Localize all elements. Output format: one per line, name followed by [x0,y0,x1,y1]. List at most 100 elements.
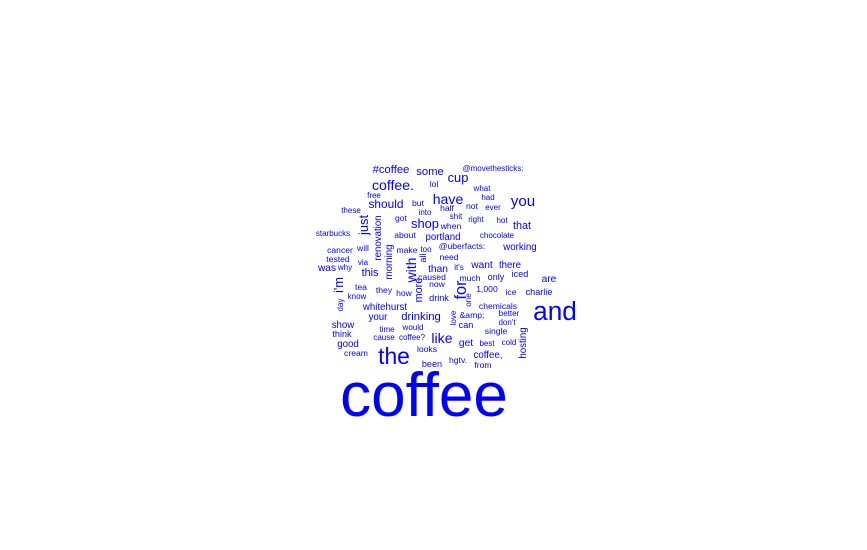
word-78: these [341,206,361,215]
word-25: morning [384,245,395,280]
word-62: cancer [327,245,353,255]
word-73: @movethesticks: [462,164,523,173]
word-17: more [413,278,425,303]
word-22: get [459,338,473,349]
word-38: iced [512,269,529,279]
word-20: than [428,264,448,275]
word-52: not [466,201,479,211]
word-36: charlie [526,287,553,297]
word-44: chemicals [479,301,517,311]
word-85: via [358,258,369,267]
word-51: half [440,203,454,213]
word-5: have [433,191,464,207]
word-55: ice [506,287,517,297]
word-6: with [403,257,419,283]
word-9: cup [448,170,469,185]
word-23: are [542,274,557,285]
word-77: free [367,191,381,200]
word-21: want [470,260,493,271]
word-39: all [418,253,428,262]
word-43: been [422,359,442,369]
word-50: but [412,198,425,208]
word-30: good [337,339,359,350]
word-92: better [499,309,520,318]
word-71: hgtv. [449,355,467,365]
word-49: lol [430,179,439,189]
word-58: how [396,288,413,298]
word-94: would [402,323,424,332]
word-96: cause [373,333,395,342]
word-67: now [429,279,446,289]
word-cloud-words: coffee and the for you have with like coffee. cup… [316,164,577,430]
word-53: need [439,252,458,262]
word-74: what [473,184,492,193]
word-64: got [395,213,408,223]
word-41: think [332,329,352,339]
word-26: renovation [373,215,384,260]
word-13: should [368,197,403,211]
word-24: was [317,263,336,274]
word-82: hot [496,216,508,225]
word-3: for [452,280,470,300]
word-54: much [459,273,480,283]
word-87: it's [454,263,464,272]
word-48: make [396,245,417,255]
word-83: starbucks [316,229,350,238]
word-98: best [479,339,495,348]
word-66: caused [418,272,446,282]
word-47: about [394,230,416,240]
word-16: some [416,166,444,178]
word-63: will [356,243,369,253]
word-59: they [376,285,393,295]
word-88: day [336,299,345,312]
word-10: i'm [331,277,346,293]
word-95: time [379,325,395,334]
word-29: show [332,320,356,331]
word-33: portland [425,232,460,243]
word-46: @uberfacts: [439,241,485,251]
word-84: too [420,245,432,254]
word-97: coffee? [399,333,426,342]
word-12: shop [411,216,439,231]
word-57: &amp; [460,310,485,320]
word-11: just [356,215,371,236]
word-42: drink [429,293,449,303]
word-45: single [485,326,508,336]
word-61: tested [326,254,350,264]
word-90: one [464,293,473,307]
word-28: your [369,312,389,323]
word-60: tea [355,282,367,292]
word-91: love [449,310,458,325]
word-80: shit [450,212,463,221]
word-1: and [533,296,577,326]
word-81: right [468,215,484,224]
word-8: coffee. [372,177,414,193]
word-37: only [488,272,505,282]
word-18: that [513,220,531,232]
word-72: chocolate [480,231,515,240]
word-14: drinking [401,311,441,323]
word-40: can [459,320,474,330]
word-56: 1,000 [476,284,498,294]
word-2: the [378,343,410,369]
word-7: like [431,330,452,346]
word-65: when [440,221,462,231]
word-86: why [337,263,352,272]
word-0: coffee [340,361,508,430]
word-15: #coffee [373,164,410,176]
word-75: had [481,193,494,202]
word-4: you [511,193,536,210]
word-32: hosting [518,327,529,358]
word-34: working [502,242,536,253]
word-93: don't [498,318,516,327]
word-27: whitehurst [362,302,407,313]
word-70: from [474,360,491,370]
word-31: coffee, [474,350,503,361]
word-89: know [348,292,367,301]
word-68: looks [417,344,437,354]
word-99: cold [502,338,517,347]
word-69: cream [344,348,368,358]
word-19: this [362,267,379,279]
word-35: there [499,260,521,271]
